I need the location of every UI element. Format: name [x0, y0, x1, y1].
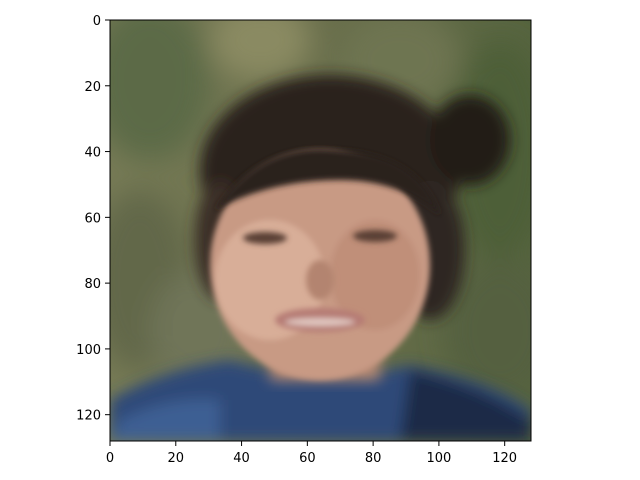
x-axis: 0 20 40 60 80 100 120: [106, 441, 517, 466]
x-tick-label: 120: [492, 451, 517, 466]
y-tick-label: 0: [93, 14, 101, 29]
y-tick-label: 20: [84, 80, 101, 95]
x-tick-label: 40: [233, 451, 250, 466]
y-tick-label: 120: [76, 409, 101, 424]
y-tick-label: 80: [84, 277, 101, 292]
y-axis: 0 20 40 60 80 100 120: [76, 14, 110, 424]
y-tick-label: 60: [84, 211, 101, 226]
face-image: [110, 20, 531, 441]
x-tick-label: 60: [299, 451, 316, 466]
x-tick-label: 80: [365, 451, 382, 466]
y-tick-label: 100: [76, 343, 101, 358]
x-tick-label: 0: [106, 451, 114, 466]
y-tick-label: 40: [84, 146, 101, 161]
axes-frame: [109, 19, 532, 442]
x-tick-label: 20: [168, 451, 185, 466]
x-tick-label: 100: [426, 451, 451, 466]
